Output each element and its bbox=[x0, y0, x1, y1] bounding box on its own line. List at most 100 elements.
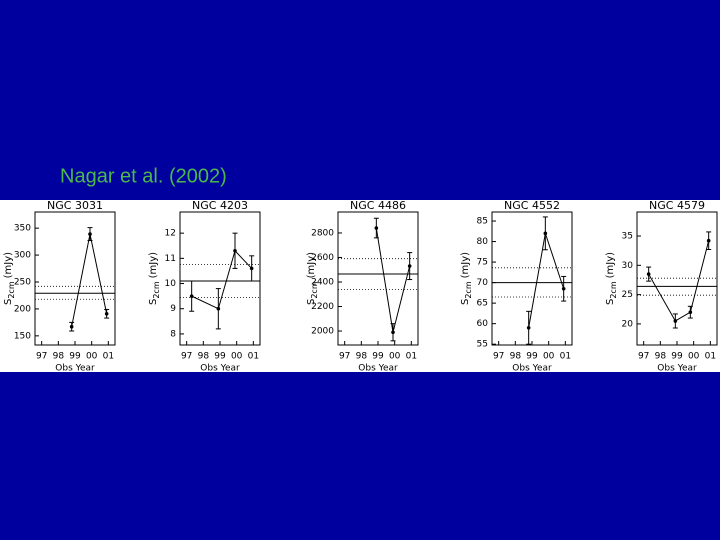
data-point bbox=[104, 311, 109, 316]
figure-strip bbox=[0, 200, 720, 372]
y-label-symbol: S bbox=[460, 299, 471, 305]
y-label-symbol: S bbox=[605, 299, 616, 305]
x-tick-label: 98 bbox=[198, 352, 210, 362]
y-tick-label: 150 bbox=[14, 331, 31, 341]
x-tick-label: 98 bbox=[356, 352, 368, 362]
data-point bbox=[673, 319, 678, 323]
x-tick-label: 01 bbox=[248, 352, 259, 362]
x-tick-label: 00 bbox=[389, 352, 401, 362]
y-label-subscript: 2cm bbox=[152, 281, 161, 298]
x-axis-label: Obs Year bbox=[657, 364, 697, 374]
data-point bbox=[233, 248, 237, 253]
y-tick-label: 200 bbox=[14, 304, 31, 314]
data-point bbox=[688, 310, 693, 314]
data-point bbox=[374, 226, 379, 230]
y-label-unit: (mJy) bbox=[605, 252, 616, 279]
x-axis-label: Obs Year bbox=[55, 364, 95, 374]
data-point bbox=[69, 324, 74, 329]
x-tick-label: 01 bbox=[705, 352, 716, 362]
x-tick-label: 01 bbox=[406, 352, 417, 362]
y-tick-label: 2400 bbox=[311, 277, 334, 287]
caption: Nagar et al. (2002) bbox=[60, 165, 227, 187]
y-tick-label: 9 bbox=[170, 304, 176, 314]
y-axis-label: S2cm (mJy) bbox=[3, 252, 16, 305]
x-tick-label: 00 bbox=[231, 352, 243, 362]
x-axis-label: Obs Year bbox=[512, 364, 552, 374]
panel-title: NGC 4552 bbox=[504, 199, 560, 212]
y-tick-label: 300 bbox=[14, 251, 31, 261]
y-tick-label: 60 bbox=[477, 319, 489, 329]
x-tick-label: 99 bbox=[69, 352, 81, 362]
data-point bbox=[249, 266, 254, 271]
y-tick-label: 85 bbox=[477, 217, 488, 227]
y-tick-label: 55 bbox=[477, 340, 488, 350]
y-axis-label: S2cm (mJy) bbox=[306, 252, 319, 305]
series-line bbox=[648, 240, 710, 322]
panel-title: NGC 4486 bbox=[350, 199, 406, 212]
y-tick-label: 25 bbox=[622, 290, 633, 300]
data-point bbox=[189, 294, 194, 298]
y-label-symbol: S bbox=[148, 299, 159, 305]
y-tick-label: 2800 bbox=[311, 228, 334, 238]
y-label-subscript: 2cm bbox=[464, 281, 473, 298]
x-tick-label: 99 bbox=[526, 352, 538, 362]
x-tick-label: 97 bbox=[36, 352, 47, 362]
x-tick-label: 97 bbox=[339, 352, 350, 362]
panel-title: NGC 4203 bbox=[192, 199, 248, 212]
y-label-subscript: 2cm bbox=[310, 281, 319, 298]
x-tick-label: 01 bbox=[103, 352, 114, 362]
x-tick-label: 00 bbox=[86, 352, 98, 362]
y-tick-label: 70 bbox=[477, 278, 489, 288]
x-axis-label: Obs Year bbox=[358, 364, 398, 374]
data-point bbox=[646, 272, 651, 276]
y-tick-label: 11 bbox=[165, 254, 176, 264]
y-label-subscript: 2cm bbox=[609, 281, 618, 298]
y-label-unit: (mJy) bbox=[148, 252, 159, 279]
data-point bbox=[543, 231, 548, 236]
y-tick-label: 75 bbox=[477, 258, 488, 268]
x-tick-label: 99 bbox=[214, 352, 226, 362]
y-tick-label: 30 bbox=[622, 261, 634, 271]
x-tick-label: 00 bbox=[688, 352, 700, 362]
panel-title: NGC 3031 bbox=[47, 199, 103, 212]
x-tick-label: 01 bbox=[560, 352, 571, 362]
y-axis-label: S2cm (mJy) bbox=[148, 252, 161, 305]
y-tick-label: 80 bbox=[477, 237, 489, 247]
data-point bbox=[216, 306, 221, 311]
x-tick-label: 97 bbox=[181, 352, 192, 362]
data-point bbox=[391, 330, 395, 335]
x-tick-label: 00 bbox=[543, 352, 555, 362]
x-tick-label: 98 bbox=[53, 352, 65, 362]
x-tick-label: 98 bbox=[510, 352, 522, 362]
data-point bbox=[706, 238, 711, 243]
data-point bbox=[561, 286, 566, 291]
x-tick-label: 97 bbox=[493, 352, 504, 362]
data-point bbox=[526, 325, 531, 330]
x-tick-label: 99 bbox=[671, 352, 683, 362]
y-tick-label: 2000 bbox=[311, 327, 334, 337]
data-point bbox=[88, 232, 92, 236]
y-axis-label: S2cm (mJy) bbox=[460, 252, 473, 305]
y-tick-label: 8 bbox=[170, 329, 176, 339]
data-point bbox=[407, 264, 412, 268]
y-label-unit: (mJy) bbox=[306, 252, 317, 279]
x-axis-label: Obs Year bbox=[200, 364, 240, 374]
y-label-unit: (mJy) bbox=[460, 252, 471, 279]
y-tick-label: 65 bbox=[477, 299, 488, 309]
y-tick-label: 350 bbox=[14, 224, 31, 234]
x-tick-label: 97 bbox=[638, 352, 649, 362]
y-label-unit: (mJy) bbox=[3, 252, 14, 279]
panel-title: NGC 4579 bbox=[649, 199, 705, 212]
y-tick-label: 35 bbox=[622, 232, 633, 242]
y-label-symbol: S bbox=[306, 299, 317, 305]
y-tick-label: 10 bbox=[165, 279, 177, 289]
y-tick-label: 20 bbox=[622, 319, 634, 329]
y-axis-label: S2cm (mJy) bbox=[605, 252, 618, 305]
y-label-subscript: 2cm bbox=[7, 281, 16, 298]
y-tick-label: 12 bbox=[165, 229, 176, 239]
x-tick-label: 98 bbox=[655, 352, 667, 362]
y-tick-label: 250 bbox=[14, 278, 31, 288]
y-label-symbol: S bbox=[3, 299, 14, 305]
